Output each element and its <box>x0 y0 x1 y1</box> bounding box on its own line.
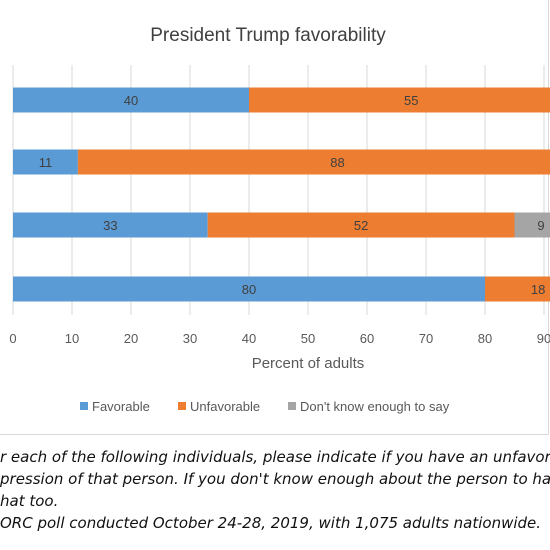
x-tick-label: 70 <box>419 331 433 346</box>
legend-swatch <box>288 402 296 410</box>
question-note-line-1: r each of the following individuals, ple… <box>0 448 550 466</box>
data-label: 88 <box>330 155 344 170</box>
bar-unfavorable-1 <box>77 149 550 175</box>
data-label: 40 <box>124 93 138 108</box>
question-note-line-3: hat too. <box>0 492 59 510</box>
data-label: 11 <box>39 155 53 170</box>
legend-swatch <box>80 402 88 410</box>
data-label: 52 <box>354 218 368 233</box>
x-tick-label: 0 <box>9 331 16 346</box>
data-label: 80 <box>242 282 256 297</box>
x-tick-label: 40 <box>242 331 256 346</box>
data-label: 9 <box>537 218 544 233</box>
x-tick-label: 50 <box>301 331 315 346</box>
legend-label: Unfavorable <box>190 399 260 414</box>
bar-favorable-2 <box>13 212 208 238</box>
chart-title: President Trump favorability <box>150 25 386 46</box>
legend-label: Don't know enough to say <box>300 399 450 414</box>
x-tick-label: 80 <box>478 331 492 346</box>
data-label: 33 <box>103 218 117 233</box>
stacked-bar-chart: President Trump favorability 0 10 20 30 40 50 6… <box>9 25 550 414</box>
x-tick-label: 60 <box>360 331 374 346</box>
data-label: 18 <box>531 282 545 297</box>
data-label: 55 <box>404 93 418 108</box>
bar-favorable-0 <box>13 87 249 113</box>
x-axis-label: Percent of adults <box>252 355 365 372</box>
x-tick-label: 10 <box>65 331 79 346</box>
bar-unfavorable-0 <box>249 87 550 113</box>
legend-label: Favorable <box>92 399 150 414</box>
bar-unfavorable-2 <box>207 212 515 238</box>
x-tick-label: 20 <box>124 331 138 346</box>
bar-don-t-know-enough-to-say-2 <box>514 212 550 238</box>
x-tick-label: 90 <box>537 331 550 346</box>
question-note-line-2: pression of that person. If you don't kn… <box>0 470 550 488</box>
source-note: ORC poll conducted October 24-28, 2019, … <box>0 514 542 532</box>
bar-favorable-3 <box>13 276 485 302</box>
x-tick-label: 30 <box>183 331 197 346</box>
bar-unfavorable-3 <box>485 276 550 302</box>
bar-favorable-1 <box>13 149 78 175</box>
legend-swatch <box>178 402 186 410</box>
